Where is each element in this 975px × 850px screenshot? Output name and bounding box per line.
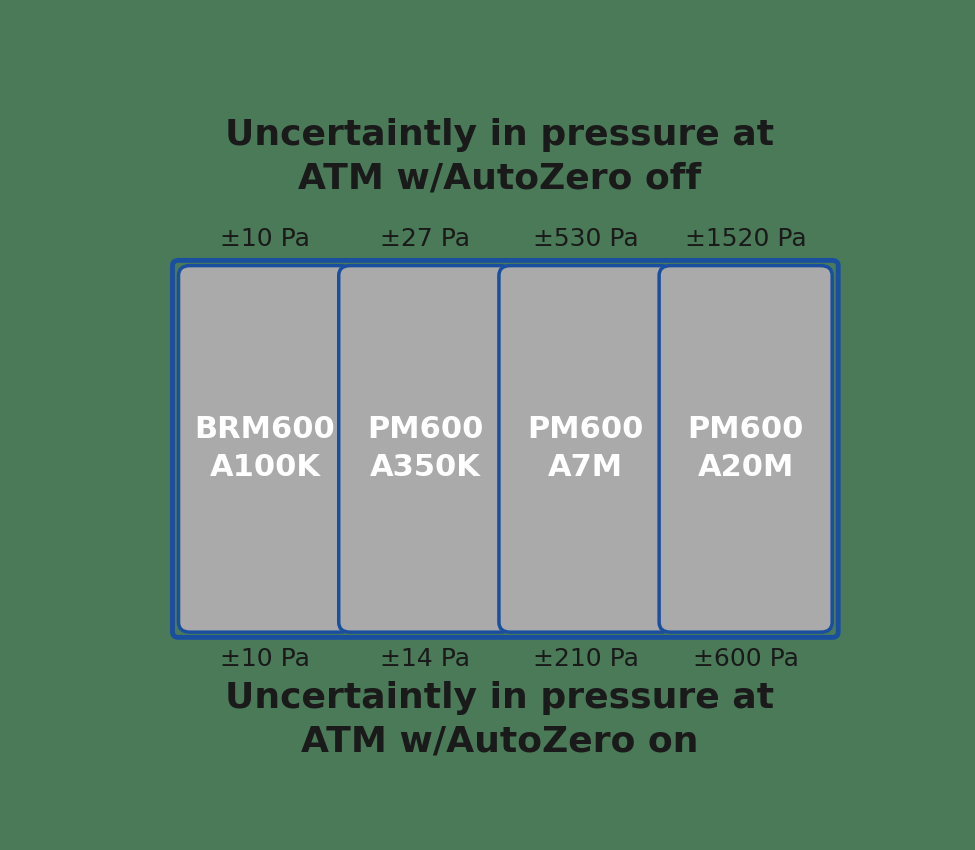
Text: Uncertaintly in pressure at
ATM w/AutoZero on: Uncertaintly in pressure at ATM w/AutoZe…: [225, 681, 774, 759]
Text: ±10 Pa: ±10 Pa: [220, 647, 310, 671]
Text: ±530 Pa: ±530 Pa: [532, 227, 639, 252]
FancyBboxPatch shape: [499, 266, 672, 632]
Text: PM600
A7M: PM600 A7M: [527, 416, 644, 483]
FancyBboxPatch shape: [659, 266, 832, 632]
Text: ±1520 Pa: ±1520 Pa: [684, 227, 806, 252]
Text: ±210 Pa: ±210 Pa: [532, 647, 639, 671]
Text: ±600 Pa: ±600 Pa: [692, 647, 799, 671]
Text: ±27 Pa: ±27 Pa: [380, 227, 470, 252]
FancyBboxPatch shape: [338, 266, 512, 632]
FancyBboxPatch shape: [178, 266, 352, 632]
Text: BRM600
A100K: BRM600 A100K: [195, 416, 335, 483]
Text: ±10 Pa: ±10 Pa: [220, 227, 310, 252]
Text: Uncertaintly in pressure at
ATM w/AutoZero off: Uncertaintly in pressure at ATM w/AutoZe…: [225, 118, 774, 196]
Text: ±14 Pa: ±14 Pa: [380, 647, 470, 671]
FancyBboxPatch shape: [173, 260, 838, 638]
Text: PM600
A350K: PM600 A350K: [367, 416, 484, 483]
Text: PM600
A20M: PM600 A20M: [687, 416, 803, 483]
